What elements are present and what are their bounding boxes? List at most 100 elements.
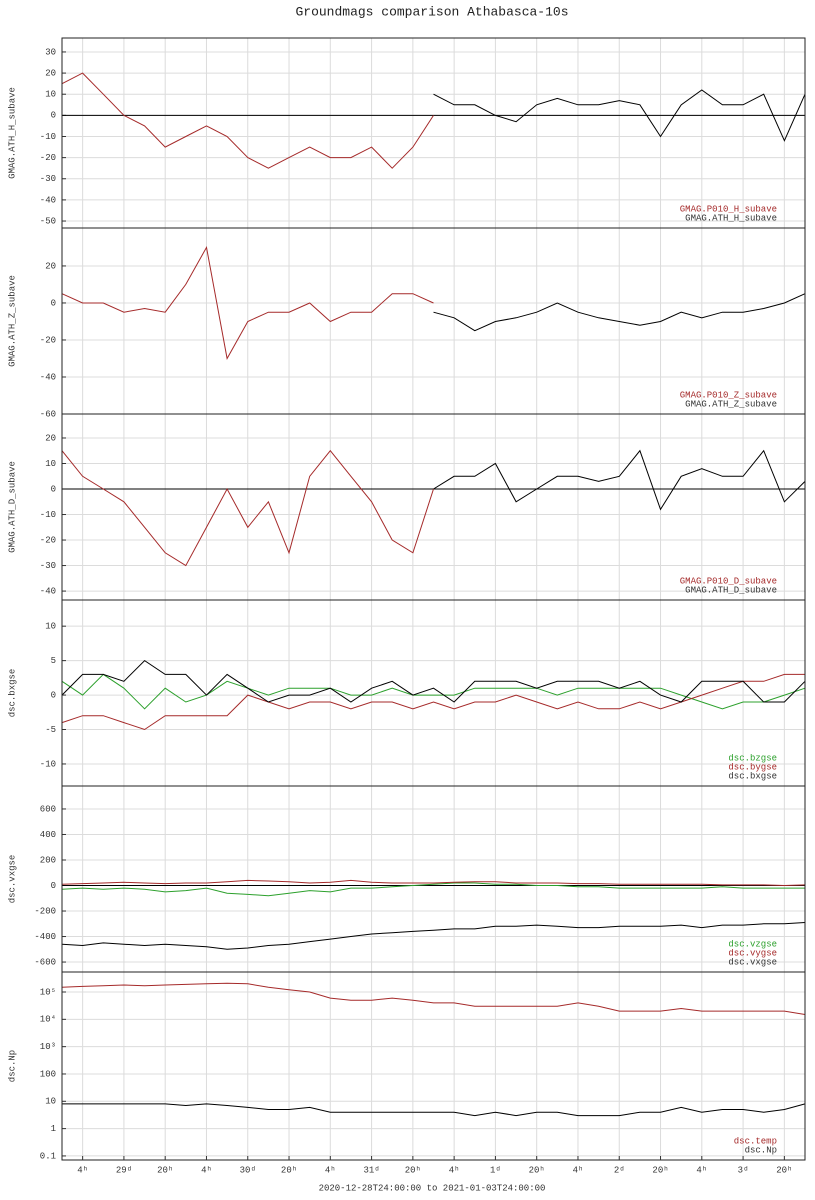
y-tick-label: 0 xyxy=(51,298,56,308)
y-tick-label: -10 xyxy=(40,510,56,520)
y-tick-label: -30 xyxy=(40,174,56,184)
legend-entry: GMAG.P010_H_subave xyxy=(680,204,777,214)
y-tick-label: 10 xyxy=(45,622,56,632)
x-tick-label: 20ʰ xyxy=(776,1165,792,1175)
y-tick-label: 10⁴ xyxy=(40,1014,56,1025)
y-tick-label: -40 xyxy=(40,195,56,205)
legend-entry: GMAG.ATH_Z_subave xyxy=(685,399,777,409)
series-line xyxy=(61,673,806,710)
y-tick-label: 100 xyxy=(40,1069,56,1079)
y-tick-label: 20 xyxy=(45,261,56,271)
series-line xyxy=(61,449,434,567)
x-tick-label: 4ʰ xyxy=(449,1165,460,1175)
y-tick-label: -40 xyxy=(40,586,56,596)
y-tick-label: 20 xyxy=(45,433,56,443)
legend-entry: dsc.vygse xyxy=(728,948,777,958)
y-tick-label: -30 xyxy=(40,561,56,571)
y-tick-label: 200 xyxy=(40,855,56,865)
y-axis-label: dsc.vxgse xyxy=(7,855,17,904)
x-tick-label: 4ʰ xyxy=(77,1165,88,1175)
series-line xyxy=(61,659,806,703)
y-axis-label: dsc.Np xyxy=(7,1050,17,1082)
series-line xyxy=(61,245,434,360)
y-tick-label: 10 xyxy=(45,1097,56,1107)
series-line xyxy=(61,72,434,169)
y-tick-label: -200 xyxy=(34,906,56,916)
legend-entry: dsc.vxgse xyxy=(728,957,777,967)
y-axis-label: GMAG.ATH_D_subave xyxy=(7,461,17,553)
legend-entry: dsc.vzgse xyxy=(728,939,777,949)
y-tick-label: 0 xyxy=(51,111,56,121)
y-tick-label: 10 xyxy=(45,459,56,469)
panel-frame xyxy=(61,599,806,787)
y-tick-label: 10⁵ xyxy=(40,987,56,997)
series-line xyxy=(61,982,806,1015)
y-tick-label: -5 xyxy=(45,725,56,735)
y-tick-label: -20 xyxy=(40,335,56,345)
x-tick-label: 20ʰ xyxy=(157,1165,173,1175)
series-line xyxy=(61,879,806,887)
y-tick-label: -10 xyxy=(40,132,56,142)
legend-entry: dsc.bxgse xyxy=(728,771,777,781)
y-tick-label: 10 xyxy=(45,90,56,100)
x-tick-label: 4ʰ xyxy=(201,1165,212,1175)
y-tick-label: -10 xyxy=(40,759,56,769)
panel-frame xyxy=(61,413,806,601)
y-tick-label: 30 xyxy=(45,47,56,57)
y-tick-label: 600 xyxy=(40,804,56,814)
x-tick-label: 2ᵈ xyxy=(614,1165,625,1175)
y-axis-label: GMAG.ATH_Z_subave xyxy=(7,275,17,367)
y-tick-label: -20 xyxy=(40,153,56,163)
series-line xyxy=(61,882,805,897)
y-tick-label: 400 xyxy=(40,830,56,840)
panel-frame xyxy=(61,971,806,1161)
legend-entry: dsc.temp xyxy=(734,1136,777,1146)
chart-title: Groundmags comparison Athabasca-10s xyxy=(295,4,568,19)
legend-entry: dsc.bygse xyxy=(728,762,777,772)
panel-frame xyxy=(61,785,806,973)
panel-frame xyxy=(61,227,806,415)
y-tick-label: -400 xyxy=(34,932,56,942)
y-tick-label: -600 xyxy=(34,957,56,967)
series-line xyxy=(62,1103,806,1117)
y-tick-label: 0.1 xyxy=(40,1151,56,1161)
y-tick-label: 0 xyxy=(51,881,56,891)
x-tick-label: 31ᵈ xyxy=(363,1165,379,1175)
x-tick-label: 3ᵈ xyxy=(738,1165,749,1175)
y-tick-label: 20 xyxy=(45,68,56,78)
series-line xyxy=(433,293,806,332)
y-tick-label: 1 xyxy=(51,1124,56,1134)
x-tick-label: 4ʰ xyxy=(573,1165,584,1175)
y-tick-label: 10³ xyxy=(40,1042,56,1052)
y-tick-label: 0 xyxy=(51,484,56,494)
series-line xyxy=(433,89,806,142)
x-tick-label: 20ʰ xyxy=(281,1165,297,1175)
legend-entry: GMAG.P010_Z_subave xyxy=(680,390,777,400)
legend-entry: dsc.bzgse xyxy=(728,753,777,763)
y-tick-label: -40 xyxy=(40,372,56,382)
x-tick-label: 1ᵈ xyxy=(490,1165,501,1175)
x-tick-label: 29ᵈ xyxy=(116,1165,132,1175)
y-tick-label: -50 xyxy=(40,216,56,226)
y-axis-label: GMAG.ATH_H_subave xyxy=(7,87,17,179)
x-tick-label: 30ᵈ xyxy=(240,1165,256,1175)
series-line xyxy=(61,673,805,731)
y-tick-label: 5 xyxy=(51,656,56,666)
x-tick-label: 20ʰ xyxy=(529,1165,545,1175)
legend-entry: GMAG.ATH_H_subave xyxy=(685,213,777,223)
series-line xyxy=(61,922,806,950)
legend-entry: GMAG.ATH_D_subave xyxy=(685,585,777,595)
y-tick-label: 0 xyxy=(51,690,56,700)
x-axis-label: 2020-12-28T24:00:00 to 2021-01-03T24:00:… xyxy=(319,1183,546,1193)
series-line xyxy=(433,449,806,511)
x-tick-label: 20ʰ xyxy=(405,1165,421,1175)
x-tick-label: 20ʰ xyxy=(652,1165,668,1175)
y-tick-label: -60 xyxy=(40,409,56,419)
y-tick-label: -20 xyxy=(40,535,56,545)
legend-entry: GMAG.P010_D_subave xyxy=(680,576,777,586)
legend-entry: dsc.Np xyxy=(745,1145,777,1155)
x-tick-label: 4ʰ xyxy=(696,1165,707,1175)
x-tick-label: 4ʰ xyxy=(325,1165,336,1175)
y-axis-label: dsc.bxgse xyxy=(7,669,17,718)
